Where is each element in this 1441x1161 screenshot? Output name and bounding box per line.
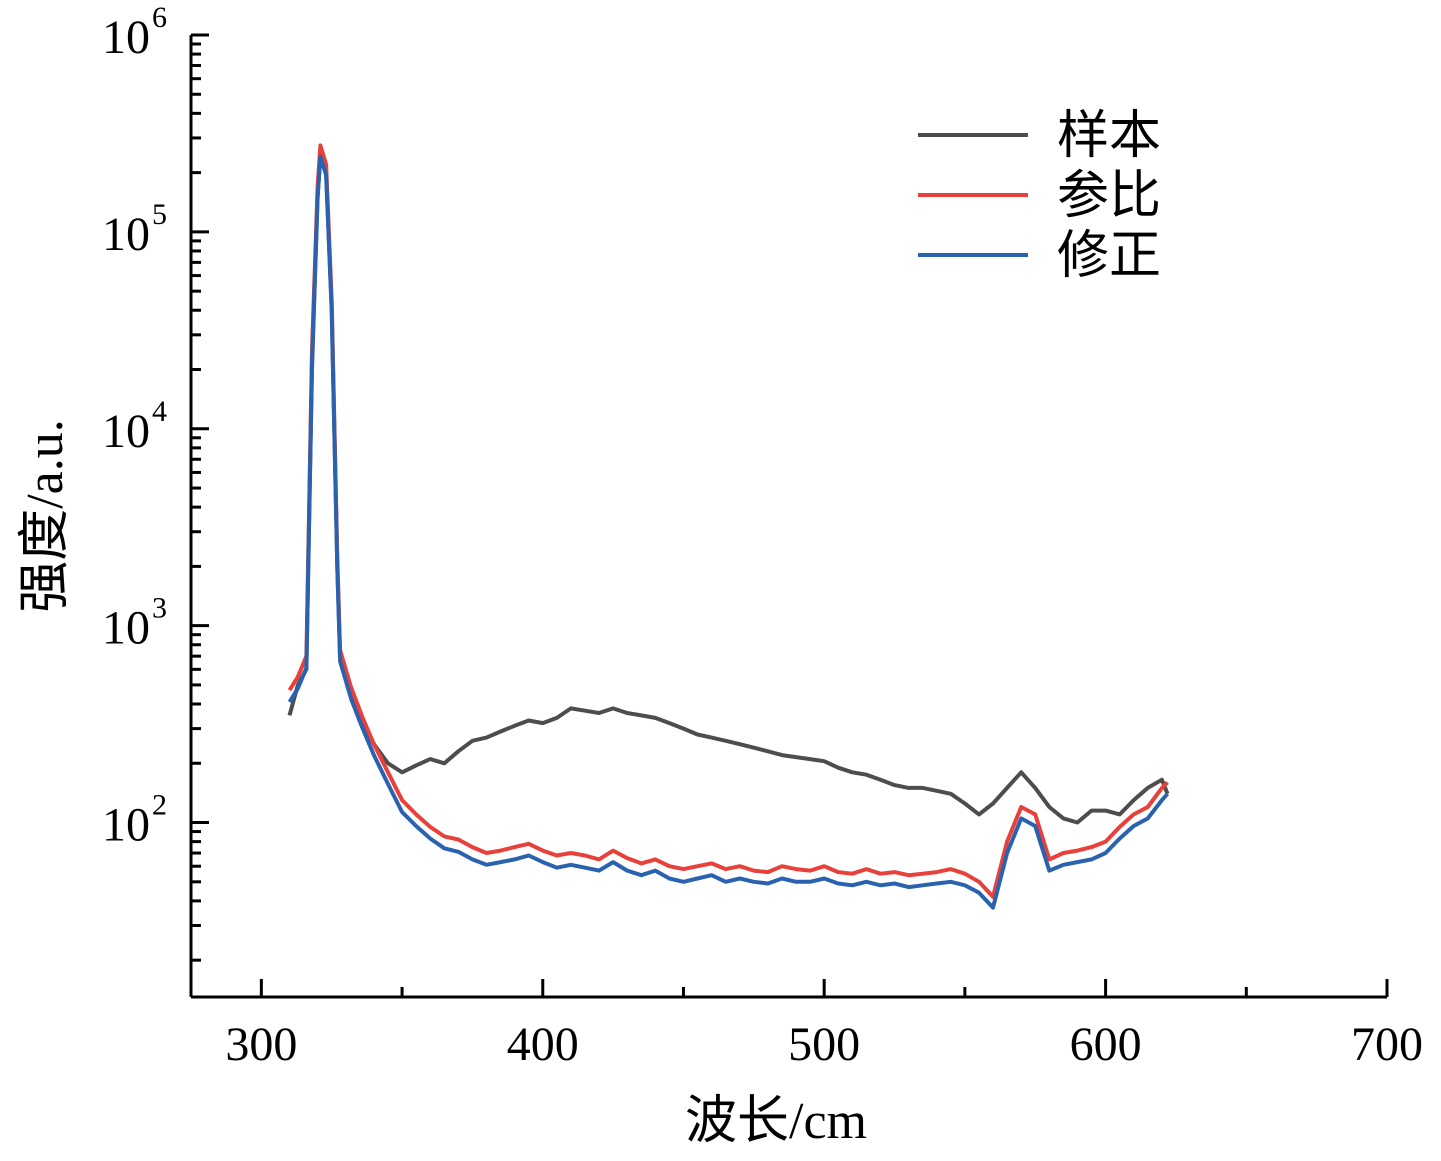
legend-label-2: 修正 <box>1057 228 1161 285</box>
y-axis-label: 强度/a.u. <box>17 419 74 613</box>
y-tick-exponent: 4 <box>152 395 167 428</box>
series-layer <box>287 143 1170 910</box>
x-tick-label: 400 <box>507 1018 579 1071</box>
series-line-2 <box>287 155 1169 910</box>
x-tick-label: 700 <box>1351 1018 1423 1071</box>
y-tick-exponent: 6 <box>152 1 167 34</box>
series-line-1 <box>287 143 1169 899</box>
y-tick-label: 10 <box>102 208 150 261</box>
y-tick-label: 10 <box>102 799 150 852</box>
legend-label-0: 样本 <box>1057 108 1161 165</box>
x-axis-label: 波长/cm <box>685 1093 867 1150</box>
x-tick-label: 300 <box>225 1018 297 1071</box>
y-tick-exponent: 3 <box>152 592 167 625</box>
y-tick-label: 10 <box>102 405 150 458</box>
x-tick-label: 500 <box>788 1018 860 1071</box>
series-line-0 <box>287 151 1170 825</box>
y-tick-label: 10 <box>102 602 150 655</box>
y-tick-label: 10 <box>102 11 150 64</box>
y-tick-exponent: 2 <box>152 789 167 822</box>
y-tick-exponent: 5 <box>152 198 167 231</box>
x-tick-label: 600 <box>1070 1018 1142 1071</box>
legend-label-1: 参比 <box>1057 168 1161 225</box>
